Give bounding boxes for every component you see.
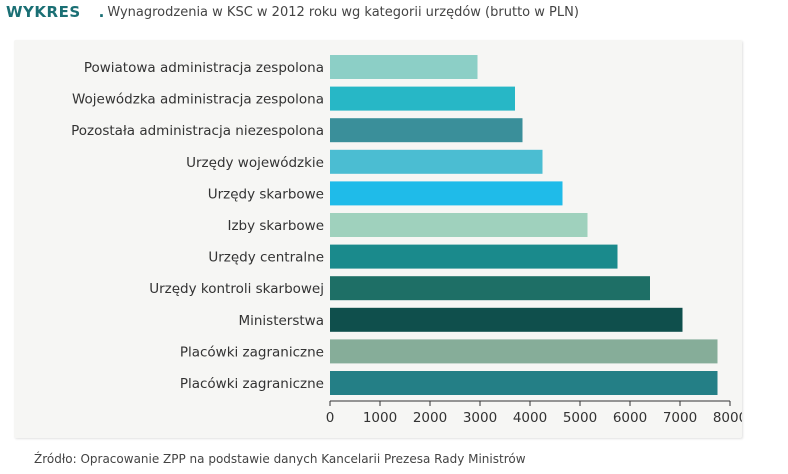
x-tick-label: 7000 xyxy=(663,410,697,426)
chart-tag: WYKRES xyxy=(6,3,81,21)
category-label: Urzędy wojewódzkie xyxy=(186,155,324,171)
x-tick-label: 1000 xyxy=(363,410,397,426)
category-label: Ministerstwa xyxy=(238,313,324,329)
bar xyxy=(330,307,683,332)
bar xyxy=(330,276,650,301)
x-tick-label: 3000 xyxy=(463,410,497,426)
bar xyxy=(330,86,515,111)
bar xyxy=(330,181,563,206)
bar xyxy=(330,149,543,174)
category-label: Urzędy skarbowe xyxy=(208,186,324,202)
x-tick-label: 5000 xyxy=(563,410,597,426)
category-label: Izby skarbowe xyxy=(227,218,324,234)
x-tick-label: 6000 xyxy=(613,410,647,426)
x-tick-label: 8000 xyxy=(713,410,742,426)
bar xyxy=(330,213,588,237)
category-label: Wojewódzka administracja zespolona xyxy=(72,92,324,108)
category-label: Powiatowa administracja zespolona xyxy=(84,60,324,76)
bar-chart: Powiatowa administracja zespolona Wojewód… xyxy=(71,55,742,426)
bar xyxy=(330,118,523,143)
category-label: Placówki zagraniczne xyxy=(180,344,324,360)
category-label: Urzędy centralne xyxy=(208,250,324,266)
category-label: Pozostała administracja niezespolona xyxy=(71,123,324,139)
bar xyxy=(330,371,718,395)
chart-title: Wynagrodzenia w KSC w 2012 roku wg kateg… xyxy=(107,4,579,20)
chart-header: WYKRES . Wynagrodzenia w KSC w 2012 roku… xyxy=(6,0,579,24)
bar xyxy=(330,339,718,364)
title-bullet: . xyxy=(98,3,105,21)
x-tick-label: 4000 xyxy=(513,410,547,426)
x-tick-label: 0 xyxy=(326,410,335,426)
chart-panel: Powiatowa administracja zespolona Wojewód… xyxy=(14,40,742,438)
bar xyxy=(330,55,478,79)
category-label: Placówki zagraniczne xyxy=(180,376,324,392)
source-note: Źródło: Opracowanie ZPP na podstawie dan… xyxy=(34,452,526,466)
category-label: Urzędy kontroli skarbowej xyxy=(149,281,324,297)
bar xyxy=(330,244,618,269)
x-tick-label: 2000 xyxy=(413,410,447,426)
